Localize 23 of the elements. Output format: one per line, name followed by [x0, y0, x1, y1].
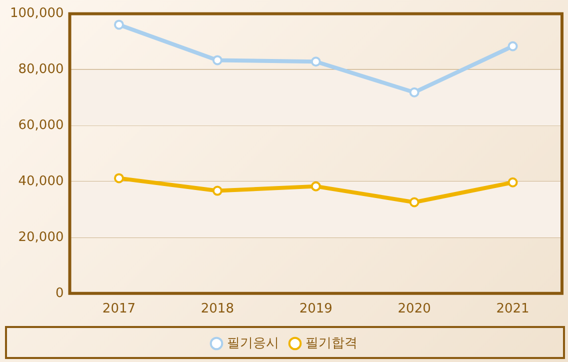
point	[212, 186, 222, 196]
point	[409, 87, 420, 98]
x-tick-label: 2018	[200, 302, 234, 317]
y-tick-label: 60,000	[18, 118, 64, 134]
x-tick-label: 2021	[496, 302, 530, 317]
point	[114, 20, 124, 30]
point	[114, 173, 124, 184]
point	[508, 177, 518, 188]
y-tick-label: 80,000	[18, 62, 64, 78]
point	[310, 56, 321, 67]
y-tick-label: 100,000	[10, 6, 64, 22]
y-tick-label: 0	[55, 286, 64, 301]
legend-label: 필기합격	[306, 336, 358, 351]
x-tick-label: 2019	[299, 302, 332, 317]
y-tick-label: 40,000	[18, 174, 64, 189]
legend-label: 필기응시	[227, 336, 279, 351]
x-tick-label: 2017	[102, 302, 136, 317]
x-tick-label: 2020	[398, 302, 431, 317]
point	[212, 55, 222, 66]
point	[409, 197, 420, 208]
point	[508, 41, 518, 52]
y-tick-label: 20,000	[18, 230, 64, 245]
point	[310, 181, 321, 192]
